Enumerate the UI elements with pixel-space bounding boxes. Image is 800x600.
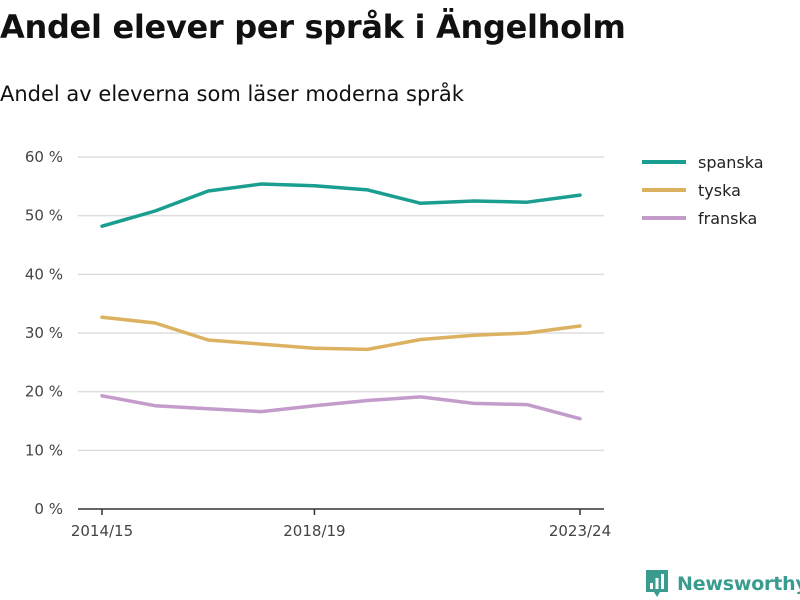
- newsworthy-logo-text: Newsworthy: [677, 573, 800, 595]
- series-line-spanska: [100, 182, 582, 228]
- chart-title: Andel elever per språk i Ängelholm: [0, 8, 626, 46]
- y-tick-label: 40 %: [25, 265, 63, 283]
- x-tick-label: 2014/15: [71, 522, 133, 540]
- y-tick-label: 0 %: [34, 500, 63, 518]
- y-tick-label: 60 %: [25, 148, 63, 166]
- x-tick-label: 2023/24: [549, 522, 611, 540]
- legend-label-spanska: spanska: [698, 153, 764, 172]
- newsworthy-logo-icon: [646, 570, 668, 597]
- y-tick-label: 10 %: [25, 441, 63, 459]
- y-tick-label: 50 %: [25, 207, 63, 225]
- newsworthy-logo: Newsworthy: [644, 569, 800, 599]
- y-tick-label: 30 %: [25, 324, 63, 342]
- legend-label-franska: franska: [698, 209, 757, 228]
- x-tick-label: 2018/19: [283, 522, 345, 540]
- y-tick-label: 20 %: [25, 383, 63, 401]
- series-line-franska: [100, 394, 582, 421]
- chart-subtitle: Andel av eleverna som läser moderna språ…: [0, 82, 464, 106]
- series-line-tyska: [100, 315, 582, 352]
- legend-label-tyska: tyska: [698, 181, 741, 200]
